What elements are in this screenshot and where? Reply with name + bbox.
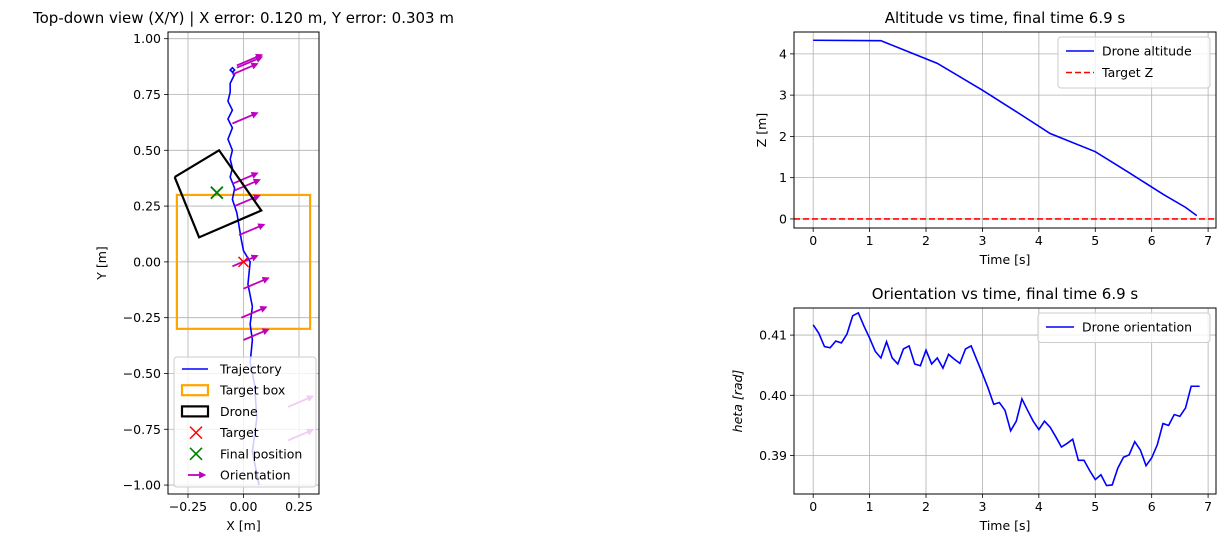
y-tick-label: −1.00 [123,478,161,493]
x-tick-label: 0 [809,499,817,514]
legend-box [173,356,317,488]
y-tick-label: 0.40 [759,388,787,403]
y-tick-label: 0 [779,211,787,226]
legend-box [1037,312,1211,343]
x-tick-label: 6 [1148,499,1156,514]
axes-frame [793,31,1217,229]
legend-label: Target [219,425,259,440]
y-tick-label: 4 [779,46,787,61]
final-position-marker [210,186,224,200]
x-tick-label: 0 [809,233,817,248]
x-tick-label: 0.00 [230,499,258,514]
drone-outline [173,148,263,239]
chart-title: Top-down view (X/Y) | X error: 0.120 m, … [32,9,454,27]
chart-title: Orientation vs time, final time 6.9 s [872,285,1139,303]
orientation-arrow [232,172,259,185]
legend-label: Drone orientation [1082,320,1192,335]
orientation-arrow [236,56,264,69]
x-tick-label: 4 [1035,233,1043,248]
y-tick-label: 1 [779,170,787,185]
axes-frame [793,307,1217,495]
x-tick-label: 5 [1091,499,1099,514]
x-tick-label: 1 [866,233,874,248]
axes-3: 0 1 2 3 4 5 6 7 0.39 0.40 0.41 Orientation vs time,… [730,285,1217,533]
x-tick-label: 2 [922,499,930,514]
y-axis-label: Y [m] [94,246,109,281]
y-tick-label: 1.00 [133,31,161,46]
legend-label: Final position [220,446,302,461]
y-tick-label: 0.39 [759,448,787,463]
x-tick-label: 3 [978,233,986,248]
orientation-arrow [236,53,264,67]
y-axis-label: Z [m] [754,113,769,147]
legend-1: Trajectory Target box Drone Target Final pos… [173,356,317,488]
y-tick-label: 2 [779,129,787,144]
x-tick-label: 5 [1091,233,1099,248]
orientation-arrow [240,306,268,319]
legend-3: Drone orientation [1037,312,1211,343]
legend-label: Target box [219,383,285,398]
legend-handle-final-position [189,447,203,461]
plot-area-3 [812,311,1200,487]
orientation-arrow [238,223,266,236]
x-axis-label: X [m] [226,518,260,533]
legend-label: Target Z [1101,65,1153,80]
legend-handle-target-box [180,384,210,397]
orientation-arrow [232,111,259,125]
y-axis-label: heta [rad] [730,370,745,433]
y-tick-label: 0.75 [133,87,161,102]
y-tick-label: 3 [779,88,787,103]
axes-2: 0 1 2 3 4 5 6 7 0 1 2 3 4 Altitude vs time, final tim… [754,9,1217,267]
x-tick-label: 3 [978,499,986,514]
chart-title: Altitude vs time, final time 6.9 s [885,9,1126,27]
x-tick-label: 6 [1148,233,1156,248]
orientation-arrow [243,328,270,341]
x-tick-label: 4 [1035,499,1043,514]
x-axis-label: Time [s] [979,518,1031,533]
x-axis-label: Time [s] [979,252,1031,267]
y-tick-label: 0.25 [133,199,161,214]
legend-label: Orientation [220,468,291,483]
target-box [175,193,312,330]
legend-2: Drone altitude Target Z [1057,36,1211,89]
x-tick-label: 1 [866,499,874,514]
axes-1: −0.25 0.00 0.25 −1.00 −0.75 −0.50 −0.25 0.00 0.2… [32,9,454,533]
x-tick-label: −0.25 [169,499,207,514]
x-tick-label: 7 [1204,233,1212,248]
orientation-arrow [243,277,270,290]
y-tick-label: 0.00 [133,254,161,269]
axes-frame [167,31,320,495]
legend-label: Drone altitude [1102,44,1192,59]
legend-label: Trajectory [219,362,282,377]
trajectory-line [227,66,260,486]
plot-area-1 [173,53,315,486]
y-tick-label: 0.41 [759,328,787,343]
target-marker [237,256,250,268]
legend-handle-target [189,426,203,440]
y-tick-label: −0.50 [123,366,161,381]
y-tick-label: −0.25 [123,310,161,325]
legend-box [1057,36,1211,89]
series-line [813,39,1198,217]
orientation-arrow [232,62,259,76]
x-tick-label: 0.25 [285,499,313,514]
legend-handle-drone [180,405,210,418]
series-line [812,311,1200,487]
x-tick-label: 7 [1204,499,1212,514]
y-tick-label: −0.75 [123,422,161,437]
legend-label: Drone [220,404,258,419]
orientation-arrow [234,194,261,207]
y-tick-label: 0.50 [133,143,161,158]
x-tick-label: 2 [922,233,930,248]
plot-area-2 [794,39,1216,220]
